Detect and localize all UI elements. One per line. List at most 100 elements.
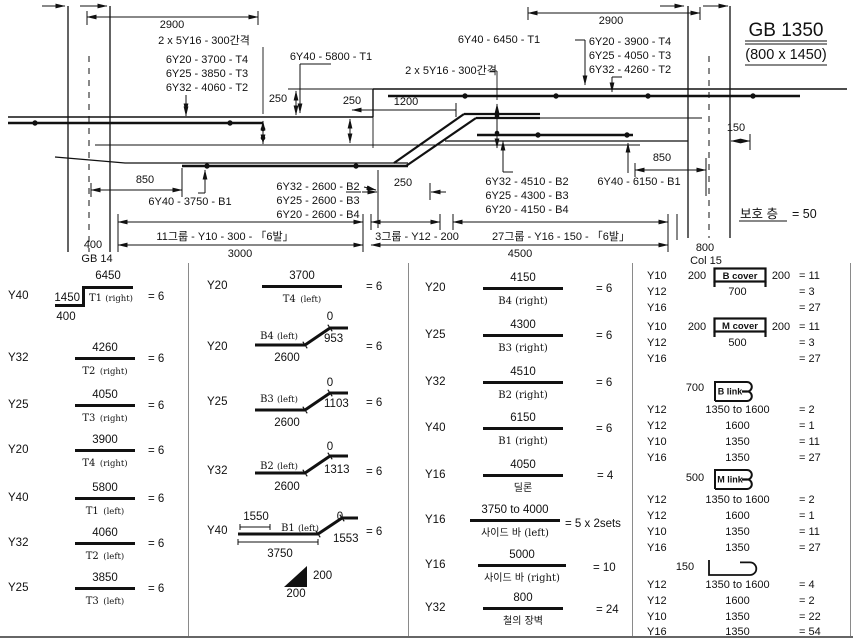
bar-size: Y12 [647,579,667,591]
bent-bar-shape [255,324,348,349]
bar-length: 2600 [274,352,300,364]
bar-mark: B1 (left) [281,523,319,534]
bar-size: Y16 [425,559,446,571]
straight-bar-row: 4060 T2 (left) [75,527,135,564]
bar-count: = 6 [148,583,165,595]
bar-length: 1350 [725,526,750,538]
hook-dim: 150 [675,561,695,573]
bar-size: Y25 [207,396,228,408]
bar-mark: B4 (left) [260,331,298,342]
bar-count: = 4 [597,470,614,482]
label-bottom-right-1: 6Y32 - 4510 - B2 [485,176,568,188]
bend-detail-triangle [284,566,307,587]
dim-400: 400 [84,239,102,251]
straight-bar-row: 3750 to 4000 사이드 바 (left) [470,504,560,541]
bar-size: Y32 [8,537,29,549]
label-bottom-right-2: 6Y25 - 4300 - B3 [485,190,568,202]
t1-shape-top-bar [84,286,133,289]
bar-leg: 1450 [54,292,80,304]
triangle-bottom-dim: 200 [286,588,306,600]
straight-bar-row: 4260 T2 (right) [75,342,135,379]
straight-bar-row: 4150 B4 (right) [483,272,563,309]
link-dim: 700 [685,382,705,394]
straight-bar-row: 4050 T3 (right) [75,389,135,426]
straight-bar-row: 3900 T4 (right) [75,434,135,471]
label-spacing-right: 2 x 5Y16 - 300간격 [405,64,497,77]
dim-150: 150 [727,122,745,134]
bar-size: Y16 [647,452,667,464]
bar-count: = 22 [799,611,821,623]
bar-length: 1600 [725,510,750,522]
bent-bar-shape [255,452,348,477]
dim-1200: 1200 [394,96,418,108]
cover-dim-left: 200 [687,321,707,333]
bar-count: = 6 [148,493,165,505]
bar-count: = 6 [366,466,383,478]
bar-mark: B3 (left) [260,394,298,405]
t1-shape-bottom-bar [55,304,84,307]
label-t1-left: 6Y40 - 5800 - T1 [290,51,372,63]
dim-850-left: 850 [136,174,154,186]
svg-text:B link: B link [718,387,743,397]
label-b1-right: 6Y40 - 6150 - B1 [597,176,680,188]
rebar-lines [8,93,800,169]
bar-count: = 6 [596,423,613,435]
bar-mark: T1 (right) [89,293,133,304]
bar-length: 1350 to 1600 [705,494,770,506]
bar-count: = 6 [366,526,383,538]
bar-count: = 1 [799,420,815,432]
bar-count: = 11 [799,321,820,333]
bar-size: Y12 [647,286,667,298]
bar-length: 1350 [725,452,750,464]
straight-bar-row: 6150 B1 (right) [483,412,563,449]
label-top-left-3: 6Y32 - 4060 - T2 [166,82,248,94]
bar-size: Y10 [647,526,667,538]
bar-size: Y16 [425,514,446,526]
bar-dim: 1550 [243,511,269,523]
bar-size: Y20 [207,280,228,292]
straight-bar-row: 3850 T3 (left) [75,572,135,609]
dim-250-step: 250 [269,93,287,105]
bar-count: = 6 [596,377,613,389]
bar-count: = 5 x 2sets [565,518,621,530]
elevation-drawing: 2900 2900 2 x 5Y16 - 300간격 6Y20 - 3700 -… [8,3,847,266]
label-bottom-left-1: 6Y32 - 2600 - B2 [276,181,359,193]
bar-count: = 6 [366,281,383,293]
cover-dim-right: 200 [771,321,791,333]
straight-bar-row: 4300 B3 (right) [483,319,563,356]
bar-zero: 0 [326,377,334,389]
label-top-right-3: 6Y32 - 4260 - T2 [589,64,671,76]
label-b1-left: 6Y40 - 3750 - B1 [148,196,231,208]
dim-800: 800 [696,242,714,254]
bar-length: 6450 [95,270,121,282]
bar-count: = 11 [799,526,820,538]
bar-count: = 27 [799,302,821,314]
bar-length: 1350 [725,436,750,448]
bar-length: 500 [728,337,747,349]
label-top-right-1: 6Y20 - 3900 - T4 [589,36,671,48]
column-lines [67,6,731,252]
b1-bar-shape [237,514,358,545]
bar-length: 2600 [274,481,300,493]
bar-size: Y10 [647,321,667,333]
bar-count: = 3 [799,286,815,298]
page-title: GB 1350 [749,20,824,41]
straight-bar-row: 5800 T1 (left) [75,482,135,519]
cover-note-label: 보호 층 [740,207,778,221]
straight-bar-row: 3700 T4 (left) [262,270,342,307]
bar-zero: 0 [326,311,334,323]
bar-size: Y10 [647,270,667,282]
bar-size: Y12 [647,337,667,349]
bar-count: = 27 [799,353,821,365]
b-cover-shape: B cover [713,267,767,287]
bar-length: 3750 [267,548,293,560]
bar-mark: B2 (left) [260,461,298,472]
straight-bar-row: 5000 사이드 바 (right) [478,549,566,586]
bar-hook-length: 953 [324,333,344,345]
b-link-shape: B link [714,381,753,402]
bar-size: Y40 [8,492,29,504]
svg-text:M link: M link [717,475,743,485]
bar-hook-length: 1103 [324,398,349,410]
dim-3000: 3000 [228,248,252,260]
